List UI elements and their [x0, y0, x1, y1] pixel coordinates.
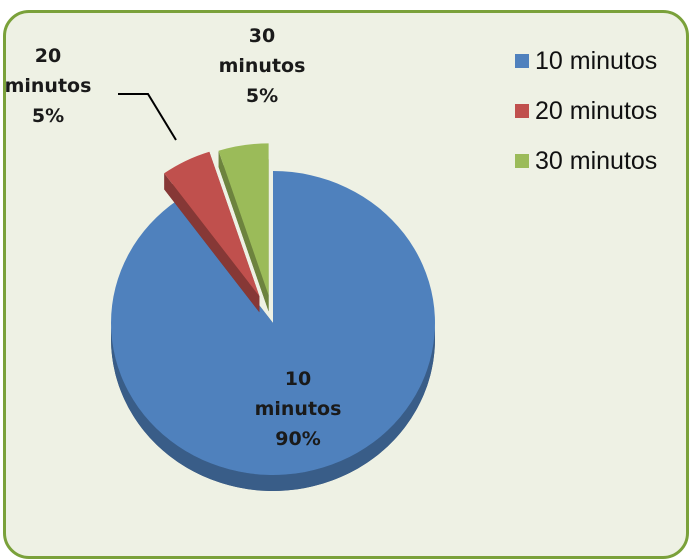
legend-swatch [515, 154, 529, 168]
data-label-line: 5% [246, 85, 278, 107]
data-label-line: 10 [285, 368, 311, 390]
legend-swatch [515, 104, 529, 118]
legend-item: 10 minutos [515, 36, 657, 86]
legend: 10 minutos 20 minutos 30 minutos [515, 36, 657, 186]
leader-line-2 [118, 93, 177, 141]
pie-slice-3 [218, 143, 269, 312]
legend-label: 10 minutos [535, 46, 658, 75]
legend-item: 20 minutos [515, 86, 657, 136]
legend-item: 30 minutos [515, 136, 657, 186]
data-label-line: minutos [255, 398, 342, 420]
pie-slice-1 [110, 171, 436, 491]
pie-slice-2 [164, 151, 260, 313]
data-label-line: minutos [219, 55, 306, 77]
data-label-line: 5% [32, 105, 64, 127]
data-label-3: 30 minutos 5% [219, 25, 306, 107]
legend-swatch [515, 54, 529, 68]
legend-label: 30 minutos [535, 146, 658, 175]
data-label-line: 90% [275, 428, 320, 450]
data-label-line: 30 [249, 25, 275, 47]
data-label-2: 20 minutos 5% [5, 45, 92, 127]
data-label-line: minutos [5, 75, 92, 97]
data-label-1: 10 minutos 90% [255, 368, 342, 450]
legend-label: 20 minutos [535, 96, 658, 125]
data-label-line: 20 [35, 45, 61, 67]
